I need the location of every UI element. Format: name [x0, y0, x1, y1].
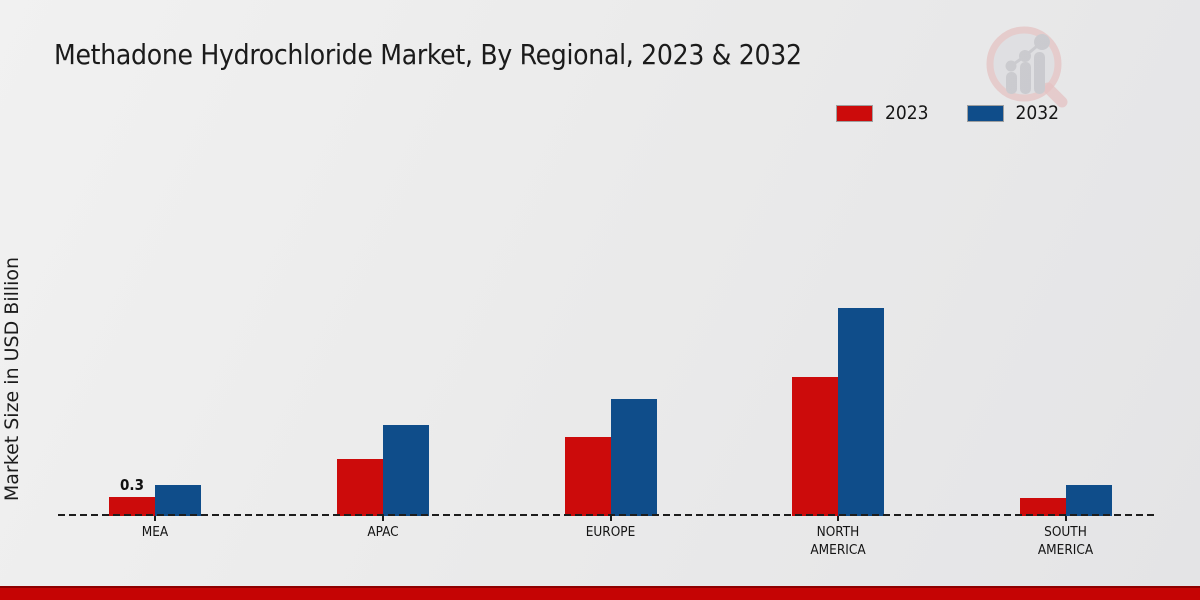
bar-2023-south — [1019, 498, 1066, 516]
x-axis-baseline — [58, 514, 1158, 516]
category-label: APAC — [367, 524, 399, 540]
legend-swatch-2032 — [966, 104, 1004, 122]
bar-2032-mea — [155, 484, 201, 516]
legend-label-2023: 2023 — [885, 102, 929, 124]
magnifier-bar-chart-logo-icon — [986, 26, 1068, 108]
x-axis-tick — [837, 516, 839, 521]
footer-accent-band — [0, 586, 1200, 600]
y-axis-label: Market Size in USD Billion — [1, 256, 23, 502]
category-label: SOUTH AMERICA — [1037, 524, 1094, 558]
legend-swatch-2023 — [836, 104, 873, 122]
bar-2032-south — [1065, 484, 1112, 516]
legend: 2023 2032 — [836, 102, 1059, 124]
bar-value-label: 0.3 — [120, 476, 144, 495]
legend-label-2032: 2032 — [1015, 102, 1060, 124]
category-label: MEA — [141, 524, 169, 540]
bar-2032-apac — [383, 424, 429, 516]
chart-title: Methadone Hydrochloride Market, By Regio… — [54, 38, 802, 71]
x-axis-tick — [609, 516, 612, 521]
x-axis-tick — [1064, 516, 1067, 521]
category-label: EUROPE — [585, 524, 636, 540]
x-axis-tick — [154, 516, 156, 521]
bar-2023-apac — [337, 459, 383, 516]
bar-2023-north — [792, 377, 838, 516]
category-label: NORTH AMERICA — [810, 524, 866, 558]
bar-2032-north — [838, 308, 884, 516]
legend-item-2023: 2023 — [836, 102, 929, 124]
x-axis-tick — [382, 516, 384, 521]
legend-item-2032: 2032 — [966, 102, 1060, 124]
bar-2032-europe — [610, 399, 657, 516]
bar-2023-mea — [109, 497, 155, 516]
bar-2023-europe — [564, 437, 611, 516]
